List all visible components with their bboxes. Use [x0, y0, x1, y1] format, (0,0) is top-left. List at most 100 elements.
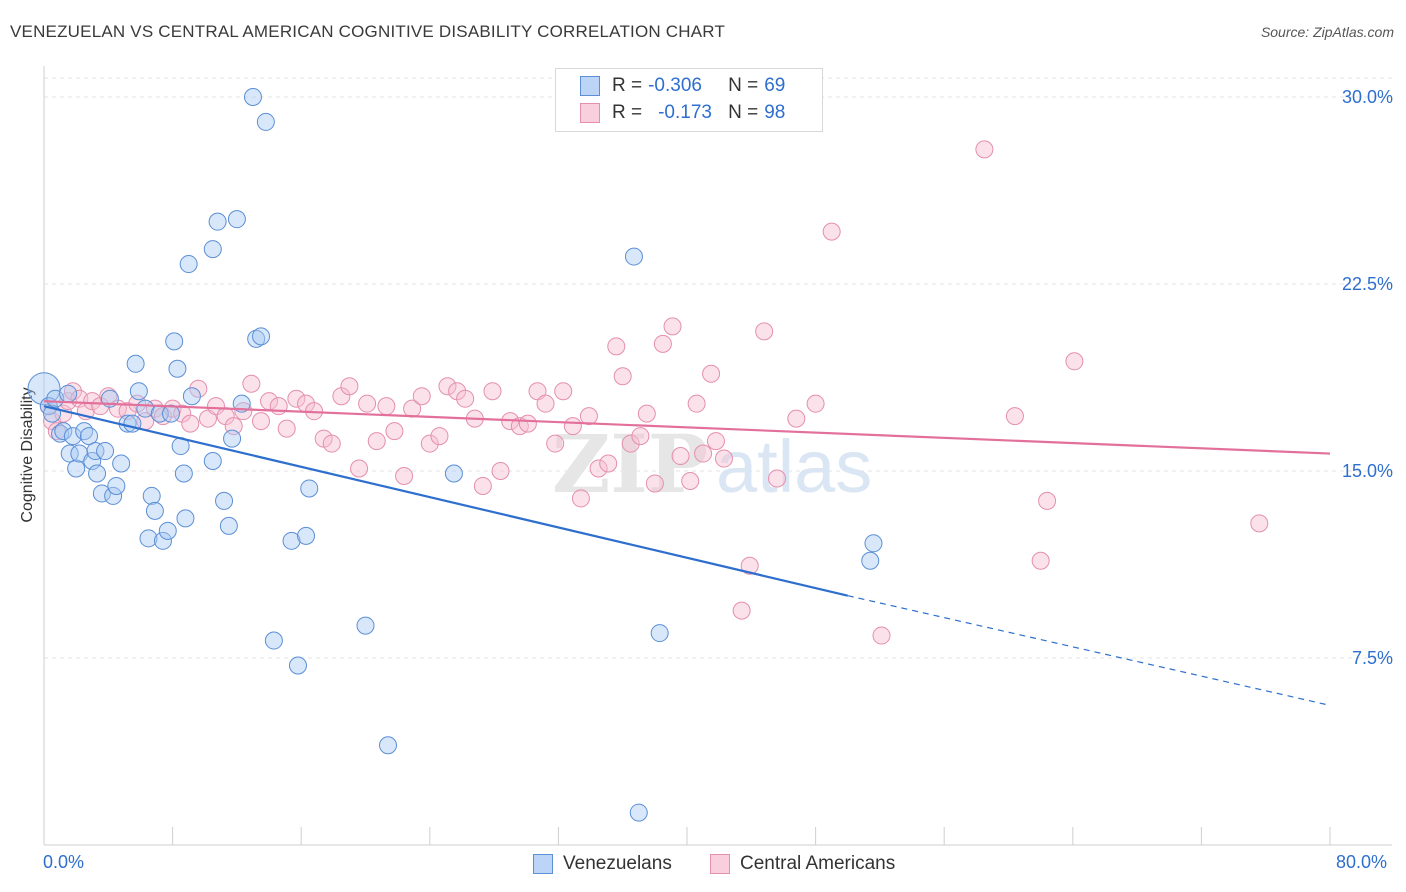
central-american-point: [599, 454, 618, 473]
legend-n-value: 69: [764, 75, 786, 96]
central-american-point: [234, 402, 253, 421]
central-american-point: [653, 334, 672, 353]
central-american-point: [1038, 491, 1057, 510]
venezuelan-point: [219, 516, 238, 535]
venezuelan-point: [223, 429, 242, 448]
venezuelan-point: [60, 444, 79, 463]
central-american-point: [367, 432, 386, 451]
central-american-point: [755, 322, 774, 341]
central-american-point: [385, 422, 404, 441]
central-american-point: [420, 434, 439, 453]
venezuelan-point: [54, 422, 73, 441]
venezuelan-point: [256, 112, 275, 131]
venezuelan-point: [208, 212, 227, 231]
venezuelan-point: [629, 803, 648, 822]
x-tick-label-min: 0.0%: [43, 852, 85, 872]
legend-r-value: -0.306: [648, 75, 702, 96]
watermark-atlas: atlas: [716, 425, 872, 508]
central-american-point: [412, 387, 431, 406]
bottom-legend-label: Venezuelans: [563, 853, 672, 874]
venezuelan-point: [126, 354, 145, 373]
central-american-point: [252, 412, 271, 431]
venezuelan-point: [174, 464, 193, 483]
venezuelan-point: [63, 427, 82, 446]
venezuelan-point: [182, 387, 201, 406]
central-american-point: [350, 459, 369, 478]
central-american-point: [456, 389, 475, 408]
central-american-point: [181, 414, 200, 433]
legend-r-label: R =: [612, 102, 643, 123]
venezuelan-point: [252, 327, 271, 346]
central-american-point: [269, 397, 288, 416]
central-american-point: [1250, 514, 1269, 533]
venezuelan-point: [96, 442, 115, 461]
central-american-point: [621, 434, 640, 453]
venezuelan-point: [168, 359, 187, 378]
venezuelan-point: [112, 454, 131, 473]
venezuelan-point: [264, 631, 283, 650]
bottom-legend-label: Central Americans: [740, 853, 896, 874]
central-american-point: [768, 469, 787, 488]
venezuelan-point: [142, 486, 161, 505]
axes: [43, 66, 1392, 846]
venezuelan-point: [624, 247, 643, 266]
venezuelan-point: [243, 88, 262, 106]
legend-r-label: R =: [612, 75, 643, 96]
venezuelan-point: [123, 414, 142, 433]
central-american-point: [1065, 352, 1084, 371]
central-american-point: [663, 317, 682, 336]
legend-r-value: -0.173: [658, 102, 712, 123]
central-americans-points: [39, 140, 1269, 645]
central-american-point: [571, 489, 590, 508]
venezuelan-point: [161, 404, 180, 423]
venezuelan-point: [80, 427, 99, 446]
central-american-point: [732, 601, 751, 620]
venezuelan-point: [247, 329, 266, 348]
bottom-legend-swatch-pink: [710, 854, 730, 874]
venezuelan-point: [153, 531, 172, 550]
y-tick-label: 15.0%: [1342, 461, 1393, 481]
legend-swatch-pink: [580, 103, 600, 123]
legend-n-value: 98: [764, 102, 786, 123]
y-tick-label: 7.5%: [1352, 648, 1393, 668]
central-american-point: [395, 466, 414, 485]
venezuelan-point: [92, 484, 111, 503]
legend: R = -0.306 N = 69 R = -0.173 N = 98: [555, 68, 823, 132]
central-american-point: [822, 222, 841, 241]
y-tick-label: 22.5%: [1342, 274, 1393, 294]
venezuelan-point: [129, 382, 148, 401]
central-american-point: [1031, 551, 1050, 570]
trend-lines: [43, 400, 1331, 706]
central-american-point: [340, 377, 359, 396]
central-american-point: [872, 626, 891, 645]
legend-n-label: N =: [728, 75, 759, 96]
central-americans-trend-line: [43, 400, 1331, 455]
venezuelan-point: [215, 491, 234, 510]
venezuelan-point: [104, 486, 123, 505]
venezuelan-point: [297, 526, 316, 545]
central-american-point: [687, 394, 706, 413]
central-american-point: [438, 377, 457, 396]
central-american-point: [681, 471, 700, 490]
venezuelan-point: [27, 372, 61, 406]
central-american-point: [631, 427, 650, 446]
venezuelan-point: [165, 332, 184, 351]
bottom-legend-central-americans: Central Americans: [710, 852, 895, 876]
central-american-point: [645, 474, 664, 493]
y-tick-label: 30.0%: [1342, 87, 1393, 107]
central-american-point: [377, 397, 396, 416]
central-american-point: [714, 449, 733, 468]
chart-source: Source: ZipAtlas.com: [1260, 24, 1394, 40]
central-american-point: [740, 556, 759, 575]
venezuelans-trend-extension: [847, 595, 1331, 706]
central-american-point: [546, 434, 565, 453]
bottom-legend-venezuelans: Venezuelans: [533, 852, 672, 876]
central-american-point: [483, 382, 502, 401]
venezuelan-point: [379, 736, 398, 755]
central-american-point: [579, 407, 598, 426]
central-american-point: [473, 476, 492, 495]
venezuelan-point: [86, 442, 105, 461]
bottom-legend-swatch-blue: [533, 854, 553, 874]
venezuelan-point: [158, 521, 177, 540]
venezuelan-point: [59, 384, 78, 403]
